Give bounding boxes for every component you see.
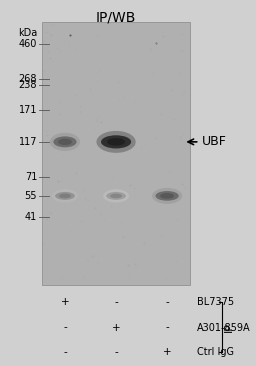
Text: 71: 71 (25, 172, 37, 182)
Text: kDa: kDa (18, 27, 37, 37)
FancyBboxPatch shape (42, 22, 190, 285)
Text: 41: 41 (25, 212, 37, 222)
Ellipse shape (97, 131, 136, 153)
Text: BL7375: BL7375 (197, 297, 234, 307)
Ellipse shape (152, 188, 182, 204)
Text: IP/WB: IP/WB (96, 11, 136, 25)
Ellipse shape (110, 194, 122, 198)
Text: IP: IP (224, 322, 234, 332)
Text: -: - (114, 347, 118, 357)
Ellipse shape (50, 133, 80, 151)
Ellipse shape (54, 137, 77, 147)
Ellipse shape (59, 194, 71, 198)
Ellipse shape (107, 138, 125, 146)
Text: 117: 117 (19, 137, 37, 147)
Text: +: + (112, 322, 120, 333)
Text: 171: 171 (19, 105, 37, 115)
Ellipse shape (101, 135, 131, 149)
Text: A301-859A: A301-859A (197, 322, 251, 333)
Text: -: - (63, 322, 67, 333)
Text: UBF: UBF (202, 135, 227, 148)
Text: +: + (61, 297, 69, 307)
Text: 238: 238 (19, 80, 37, 90)
Text: -: - (165, 322, 169, 333)
Text: -: - (165, 297, 169, 307)
Ellipse shape (52, 189, 78, 202)
Ellipse shape (103, 189, 129, 202)
Text: -: - (63, 347, 67, 357)
Ellipse shape (58, 139, 72, 145)
Ellipse shape (160, 193, 174, 199)
Text: Ctrl IgG: Ctrl IgG (197, 347, 234, 357)
Text: 55: 55 (25, 191, 37, 201)
Text: 460: 460 (19, 40, 37, 49)
Text: -: - (114, 297, 118, 307)
Text: +: + (163, 347, 172, 357)
Ellipse shape (55, 192, 75, 200)
Ellipse shape (156, 191, 179, 201)
Text: 268: 268 (19, 74, 37, 83)
Ellipse shape (106, 192, 126, 200)
